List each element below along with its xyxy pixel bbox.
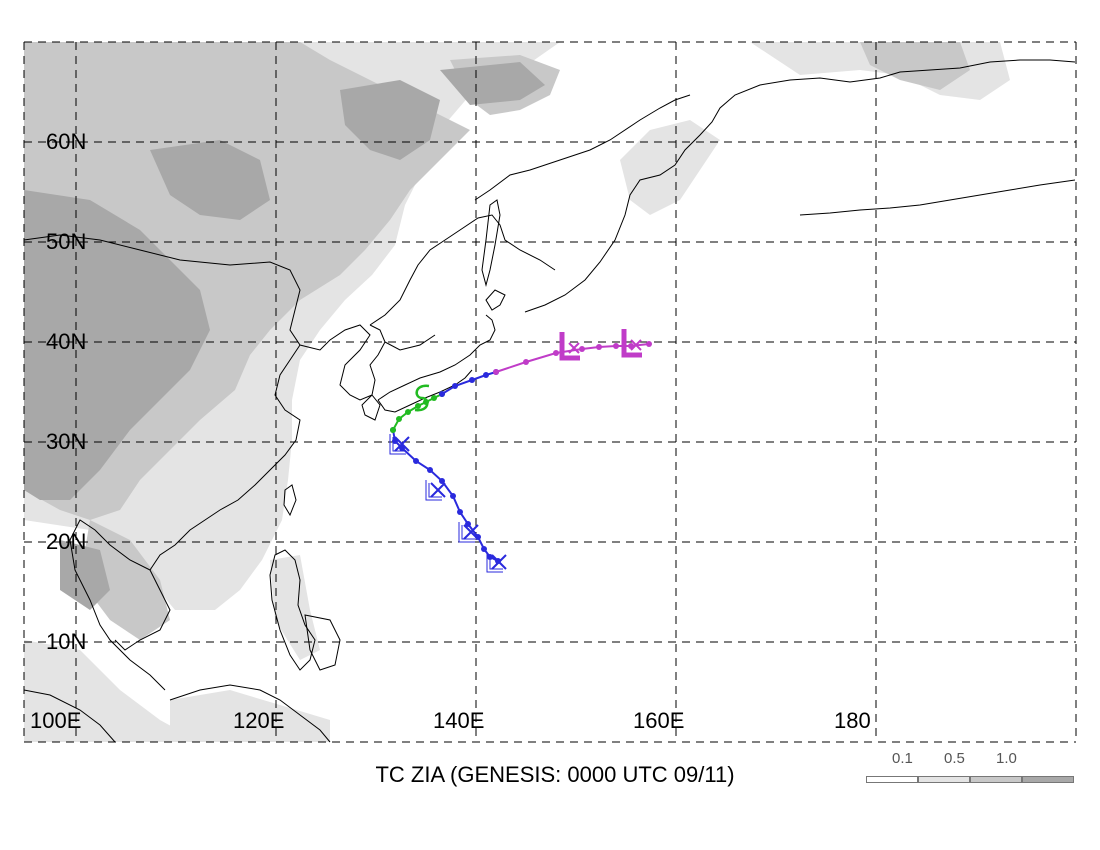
track-point <box>596 344 602 350</box>
lon-label-120e: 120E <box>233 708 285 733</box>
track-point <box>465 521 471 527</box>
track-point <box>493 369 499 375</box>
legend-tick-1-0: 1.0 <box>996 750 1017 767</box>
extratropical-marker <box>621 329 642 358</box>
legend-bar-2 <box>970 776 1022 783</box>
lat-label-30n: 30N <box>46 429 87 454</box>
legend-bar-3 <box>1022 776 1074 783</box>
lon-label-180: 180 <box>834 708 871 733</box>
map-title: TC ZIA (GENESIS: 0000 UTC 09/11) <box>375 762 735 787</box>
legend-bar-1 <box>918 776 970 783</box>
track-point <box>646 341 652 347</box>
track-point <box>405 409 411 415</box>
track-point <box>457 509 463 515</box>
lat-label-20n: 20N <box>46 529 87 554</box>
coastlines <box>23 59 1076 743</box>
lat-label-50n: 50N <box>46 229 87 254</box>
track-point <box>396 416 402 422</box>
graticule <box>23 41 1077 743</box>
terrain-shading <box>24 42 1010 742</box>
lon-label-140e: 140E <box>433 708 485 733</box>
track-point <box>523 359 529 365</box>
track-point <box>450 493 456 499</box>
track-point <box>613 343 619 349</box>
lon-label-160e: 160E <box>633 708 685 733</box>
tc-position-marker <box>486 552 507 573</box>
track-point <box>469 377 475 383</box>
lat-label-60n: 60N <box>46 129 87 154</box>
lon-label-100e: 100E <box>30 708 82 733</box>
extratropical-marker <box>559 332 580 361</box>
track-point <box>413 458 419 464</box>
storm-track <box>389 329 652 573</box>
track-point <box>483 372 489 378</box>
track-point <box>579 346 585 352</box>
track-point <box>553 350 559 356</box>
legend-tick-0-1: 0.1 <box>892 750 913 767</box>
track-point <box>452 383 458 389</box>
tc-position-marker <box>389 434 410 455</box>
subtropical-storm-icon <box>414 384 430 412</box>
track-point <box>431 395 437 401</box>
legend-tick-0-5: 0.5 <box>944 750 965 767</box>
tc-position-marker <box>458 522 479 543</box>
track-point <box>439 391 445 397</box>
track-point <box>427 467 433 473</box>
tc-position-marker <box>425 480 446 501</box>
lat-label-40n: 40N <box>46 329 87 354</box>
shading-legend: 0.1 0.5 1.0 <box>866 748 1074 788</box>
track-point <box>390 427 396 433</box>
lat-label-10n: 10N <box>46 629 87 654</box>
track-point <box>481 546 487 552</box>
track-point <box>439 478 445 484</box>
track-point <box>415 403 421 409</box>
legend-bar-0 <box>866 776 918 783</box>
